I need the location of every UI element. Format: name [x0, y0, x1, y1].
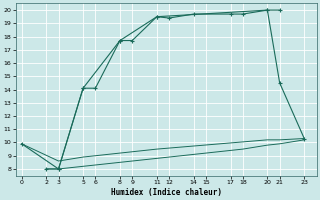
X-axis label: Humidex (Indice chaleur): Humidex (Indice chaleur)	[110, 188, 221, 197]
